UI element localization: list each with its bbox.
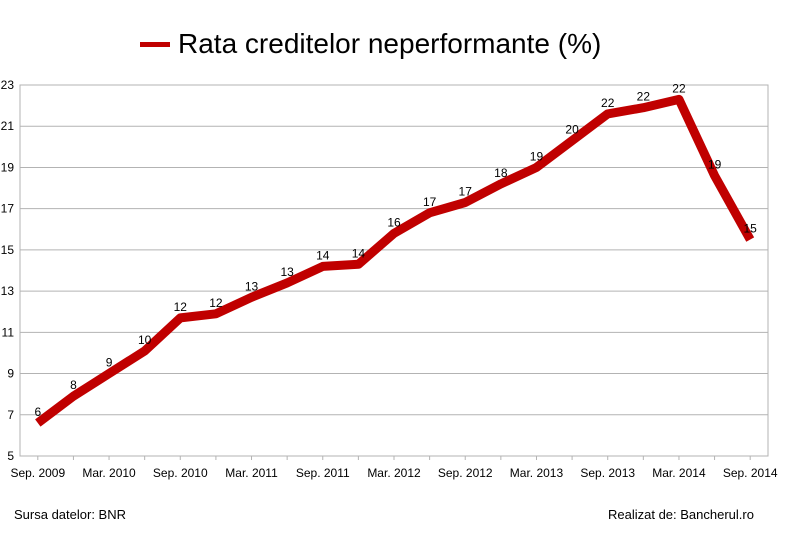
data-label: 15 <box>744 222 758 236</box>
data-label: 10 <box>138 333 152 347</box>
data-label: 19 <box>530 149 544 163</box>
data-label: 20 <box>565 123 579 137</box>
data-label: 18 <box>494 166 508 180</box>
y-tick-label: 17 <box>1 202 15 216</box>
legend: Rata creditelor neperformante (%) <box>140 24 601 64</box>
data-label: 22 <box>601 96 615 110</box>
data-label: 19 <box>708 158 722 172</box>
x-tick-label: Sep. 2014 <box>723 466 778 480</box>
data-label: 12 <box>174 300 188 314</box>
data-label: 22 <box>637 90 651 104</box>
x-tick-label: Sep. 2012 <box>438 466 493 480</box>
legend-label: Rata creditelor neperformante (%) <box>178 28 602 59</box>
data-label: 16 <box>387 215 401 229</box>
data-label: 14 <box>352 246 366 260</box>
y-tick-label: 19 <box>1 160 15 174</box>
data-label: 13 <box>280 265 294 279</box>
data-label: 6 <box>34 405 41 419</box>
data-labels: 6 8 9 10 12 12 13 13 14 14 16 17 17 18 19 20 22 22 22 19 15 <box>34 81 757 419</box>
x-tick-label: Mar. 2014 <box>652 466 706 480</box>
x-tick-label: Mar. 2013 <box>510 466 564 480</box>
credit-note: Realizat de: Bancherul.ro <box>608 507 754 522</box>
x-tick-label: Sep. 2010 <box>153 466 208 480</box>
data-label: 12 <box>209 296 223 310</box>
axes: 5 7 9 11 13 15 17 19 21 23 Sep. 2009 Mar. 2010 Sep. … <box>1 78 778 480</box>
y-tick-label: 9 <box>7 367 14 381</box>
data-label: 9 <box>106 356 113 370</box>
series-line <box>35 94 755 427</box>
x-tick-label: Sep. 2009 <box>10 466 65 480</box>
y-tick-label: 7 <box>7 408 14 422</box>
x-tick-label: Mar. 2010 <box>82 466 136 480</box>
y-tick-label: 5 <box>7 449 14 463</box>
data-source-note: Sursa datelor: BNR <box>14 507 126 522</box>
x-tick-label: Sep. 2011 <box>296 466 350 480</box>
y-tick-label: 11 <box>2 325 15 339</box>
x-tick-label: Mar. 2011 <box>225 466 278 480</box>
y-tick-label: 15 <box>1 243 15 257</box>
data-label: 8 <box>70 378 77 392</box>
data-label: 17 <box>459 184 473 198</box>
data-label: 17 <box>423 195 437 209</box>
series-line-path <box>35 94 755 427</box>
data-label: 14 <box>316 248 330 262</box>
data-label: 22 <box>672 81 686 95</box>
plot-area-border <box>19 84 769 457</box>
y-tick-label: 21 <box>1 119 15 133</box>
y-tick-label: 13 <box>1 284 15 298</box>
grid-lines <box>20 84 768 457</box>
legend-swatch <box>140 41 170 47</box>
y-tick-label: 23 <box>1 78 15 92</box>
data-label: 13 <box>245 279 259 293</box>
x-tick-label: Mar. 2012 <box>367 466 421 480</box>
x-tick-label: Sep. 2013 <box>580 466 635 480</box>
